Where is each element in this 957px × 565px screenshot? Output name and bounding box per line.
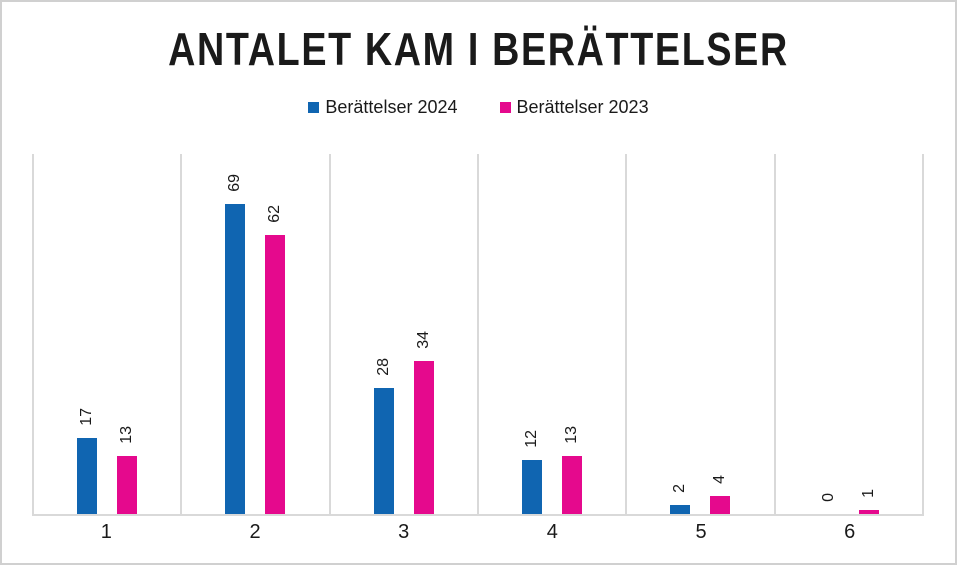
x-axis-tick-label-1: 1 (100, 521, 112, 543)
bar-value-label-2024-cat-3: 28 (374, 358, 392, 376)
x-axis-tick-label-4: 4 (546, 521, 558, 543)
x-axis-tick-label-6: 6 (844, 521, 856, 543)
category-column-2: 69 62 (182, 154, 331, 514)
plot-area: 17 13 69 62 28 34 12 13 2 4 0 1 (32, 154, 924, 516)
legend-item-2024: Berättelser 2024 (308, 97, 458, 118)
bar-2023-cat-2 (265, 235, 286, 514)
chart-title: ANTALET KAM I BERÄTTELSER (168, 23, 789, 75)
category-column-3: 28 34 (331, 154, 479, 514)
legend-label-2023: Berättelser 2023 (516, 97, 649, 117)
bar-2023-cat-3 (413, 361, 434, 514)
bar-2024-cat-4 (522, 460, 543, 514)
bar-value-label-2024-cat-2: 69 (226, 173, 244, 192)
bar-value-label-2023-cat-3: 34 (414, 331, 432, 349)
legend-item-2023: Berättelser 2023 (499, 97, 649, 118)
x-axis-tick-label-2: 2 (249, 521, 261, 543)
x-axis-labels: 1 2 3 4 5 6 (32, 521, 924, 544)
bar-value-label-2023-cat-4: 13 (562, 425, 580, 444)
bar-value-label-2024-cat-1: 17 (77, 407, 95, 426)
bar-2024-cat-1 (77, 437, 98, 514)
x-axis-tick-label-5: 5 (695, 521, 707, 543)
legend-swatch-2023-icon (499, 102, 511, 113)
legend-swatch-2024-icon (308, 102, 320, 113)
x-axis-tick-label-3: 3 (398, 521, 410, 543)
bar-2024-cat-5 (670, 505, 691, 514)
bar-value-label-2023-cat-5: 4 (711, 475, 729, 484)
bar-2023-cat-5 (710, 496, 731, 514)
bar-2023-cat-1 (117, 455, 138, 514)
bar-value-label-2023-cat-2: 62 (266, 205, 284, 223)
bar-value-label-2023-cat-6: 1 (859, 488, 877, 498)
category-column-1: 17 13 (34, 154, 183, 514)
legend-label-2024: Berättelser 2024 (325, 97, 458, 117)
bar-2024-cat-2 (225, 203, 246, 514)
chart-legend: Berättelser 2024 Berättelser 2023 (2, 97, 955, 118)
bar-2023-cat-4 (562, 455, 583, 514)
bar-2024-cat-3 (373, 388, 394, 514)
category-column-4: 12 13 (479, 154, 628, 514)
bar-2023-cat-6 (858, 509, 879, 514)
bar-value-label-2024-cat-4: 12 (522, 430, 540, 448)
bar-value-label-2024-cat-5: 2 (671, 484, 689, 493)
bar-value-label-2024-cat-6: 0 (819, 493, 837, 502)
bar-value-label-2023-cat-1: 13 (117, 425, 135, 444)
